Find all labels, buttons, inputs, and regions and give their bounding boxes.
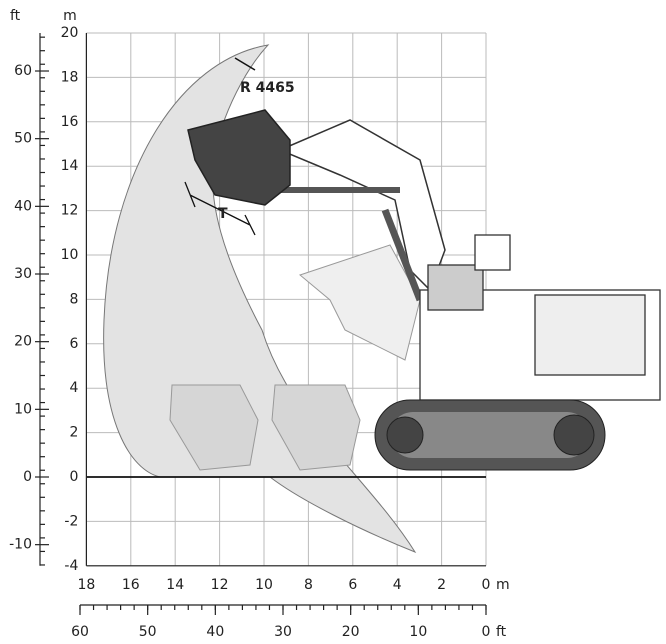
x-m-tick-label: 8 (304, 577, 313, 593)
m-tick-label: 18 (61, 69, 79, 85)
x-ft-tick-label: 10 (409, 624, 427, 640)
ft-tick-label: 40 (14, 198, 32, 214)
ft-unit: ft (10, 8, 21, 24)
ft-tick-label: 60 (14, 63, 32, 79)
m-tick-label: 4 (69, 380, 78, 396)
ft-tick-label: 30 (14, 266, 32, 282)
m-tick-label: 2 (69, 425, 78, 441)
m-tick-label: 6 (69, 336, 78, 352)
tooth-label: T (218, 206, 228, 222)
x-m-tick-label: 10 (255, 577, 273, 593)
m-tick-label: 12 (61, 203, 79, 219)
ft-tick-label: 10 (14, 401, 32, 417)
tracks (375, 400, 605, 470)
m-tick-label: 10 (61, 247, 79, 263)
x-m-unit: m (496, 577, 510, 593)
x-m-tick-label: 4 (393, 577, 402, 593)
x-ft-tick-label: 60 (71, 624, 89, 640)
ft-tick-label: 50 (14, 131, 32, 147)
x-ft-tick-label: 40 (206, 624, 224, 640)
m-tick-label: 0 (69, 469, 78, 485)
m-tick-label: -4 (64, 558, 78, 574)
x-ft-tick-label: 50 (139, 624, 157, 640)
m-unit: m (63, 8, 77, 24)
ft-tick-label: 20 (14, 334, 32, 350)
x-m-tick-label: 18 (77, 577, 95, 593)
m-tick-label: 14 (61, 158, 79, 174)
x-ft-unit: ft (496, 624, 507, 640)
x-ft-tick-label: 30 (274, 624, 292, 640)
ft-tick-label: 0 (23, 469, 32, 485)
x-m-tick-label: 2 (437, 577, 446, 593)
x-m-tick-label: 14 (166, 577, 184, 593)
upper-body (420, 235, 660, 400)
reach-label: R 4465 (240, 80, 295, 96)
x-m-tick-label: 0 (482, 577, 491, 593)
x-ft-tick-label: 20 (342, 624, 360, 640)
x-m-tick-label: 16 (122, 577, 140, 593)
x-m-tick-label: 6 (348, 577, 357, 593)
x-ft-tick-label: 0 (482, 624, 491, 640)
m-tick-label: 8 (69, 291, 78, 307)
m-tick-label: 16 (61, 114, 79, 130)
x-m-tick-label: 12 (211, 577, 229, 593)
m-tick-label: 20 (61, 25, 79, 41)
ft-tick-label: -10 (9, 537, 32, 553)
m-tick-label: -2 (64, 513, 78, 529)
working-range-diagram: R 4465 T 20181614121086420-2-4m605040302… (0, 0, 666, 644)
